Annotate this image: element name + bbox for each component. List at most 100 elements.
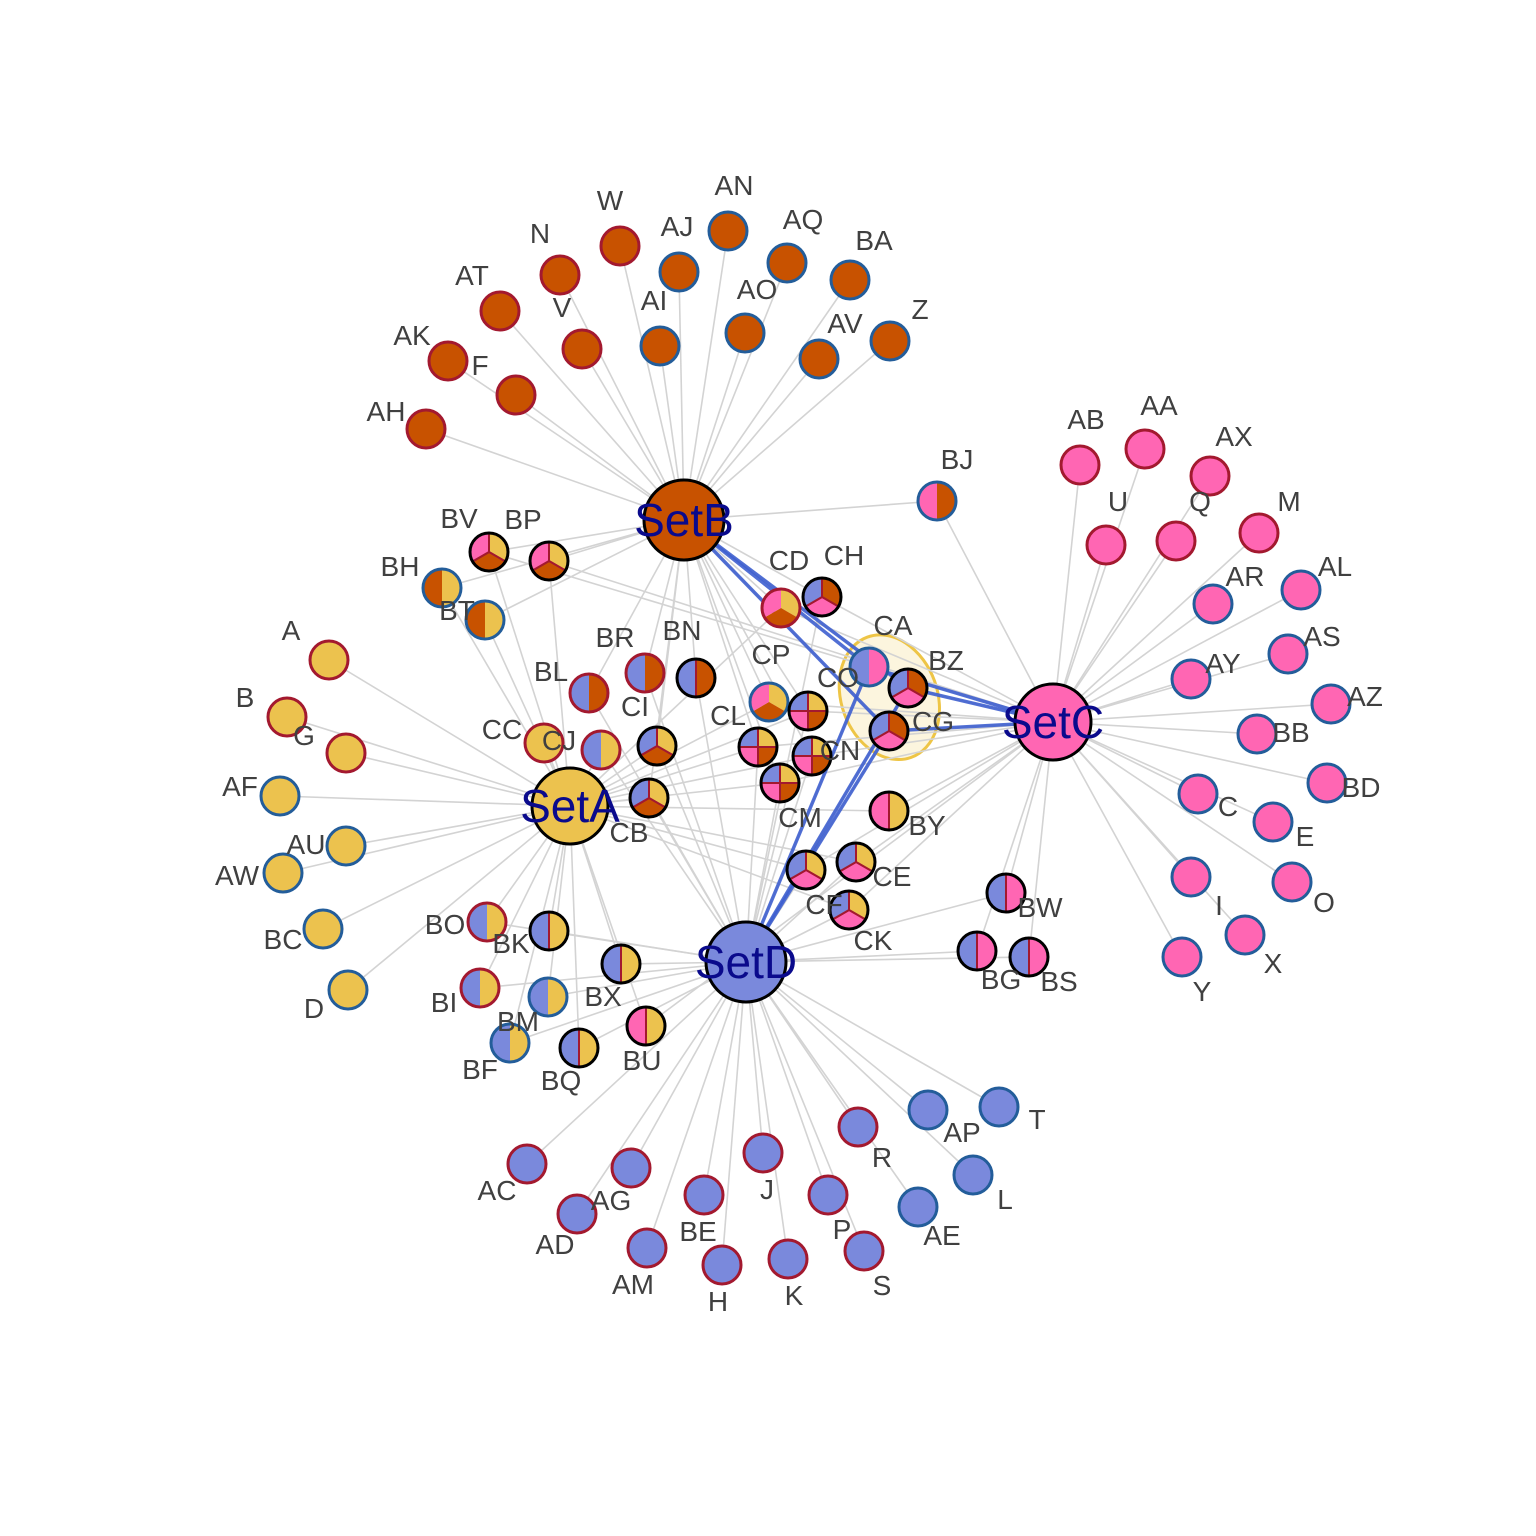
node-BE[interactable] — [685, 1176, 723, 1214]
node-O[interactable] — [1273, 863, 1311, 901]
node-D[interactable] — [329, 971, 367, 1009]
node-K[interactable] — [769, 1240, 807, 1278]
node-AF[interactable] — [261, 777, 299, 815]
node-BI[interactable] — [461, 969, 499, 1007]
node-BQ[interactable] — [560, 1029, 598, 1067]
node-U[interactable] — [1087, 526, 1125, 564]
node-AT[interactable] — [481, 292, 519, 330]
node-label-BE: BE — [679, 1216, 716, 1247]
node-label-AG: AG — [591, 1185, 631, 1216]
node-AY[interactable] — [1172, 660, 1210, 698]
node-CI[interactable] — [638, 727, 676, 765]
node-BP[interactable] — [530, 542, 568, 580]
node-AM[interactable] — [628, 1229, 666, 1267]
node-H[interactable] — [703, 1246, 741, 1284]
node-CJ[interactable] — [582, 731, 620, 769]
node-J[interactable] — [744, 1134, 782, 1172]
node-AN[interactable] — [709, 212, 747, 250]
node-AO[interactable] — [726, 314, 764, 352]
node-label-Y: Y — [1193, 976, 1212, 1007]
node-N[interactable] — [541, 256, 579, 294]
node-AU[interactable] — [327, 827, 365, 865]
node-BR[interactable] — [626, 654, 664, 692]
node-C[interactable] — [1179, 775, 1217, 813]
node-F[interactable] — [497, 376, 535, 414]
node-BI-slice-SetA — [480, 969, 499, 1007]
node-T[interactable] — [980, 1088, 1018, 1126]
node-AA[interactable] — [1126, 430, 1164, 468]
node-BK[interactable] — [530, 912, 568, 950]
node-CD[interactable] — [762, 589, 800, 627]
node-BC[interactable] — [304, 910, 342, 948]
node-label-BC: BC — [264, 924, 303, 955]
node-CM[interactable] — [761, 764, 799, 802]
node-AV[interactable] — [800, 340, 838, 378]
node-W[interactable] — [601, 227, 639, 265]
node-label-AI: AI — [641, 285, 667, 316]
node-AP[interactable] — [909, 1091, 947, 1129]
node-BX[interactable] — [602, 945, 640, 983]
node-CP[interactable] — [750, 683, 788, 721]
node-label-AS: AS — [1303, 621, 1340, 652]
node-BR-slice-SetD — [626, 654, 645, 692]
node-label-CI: CI — [621, 691, 649, 722]
node-CF[interactable] — [787, 851, 825, 889]
node-label-V: V — [553, 292, 572, 323]
node-BN[interactable] — [677, 659, 715, 697]
node-CO[interactable] — [789, 692, 827, 730]
node-P[interactable] — [809, 1176, 847, 1214]
node-label-CF: CF — [805, 889, 842, 920]
node-BY-slice-SetC — [870, 792, 889, 830]
node-CB[interactable] — [630, 779, 668, 817]
node-Z[interactable] — [871, 322, 909, 360]
edge-S-SetD — [746, 962, 864, 1251]
node-BL[interactable] — [570, 674, 608, 712]
node-CH[interactable] — [803, 578, 841, 616]
node-AB[interactable] — [1061, 446, 1099, 484]
node-I[interactable] — [1172, 858, 1210, 896]
node-label-BQ: BQ — [541, 1065, 581, 1096]
node-BY[interactable] — [870, 792, 908, 830]
node-V[interactable] — [563, 330, 601, 368]
node-BV[interactable] — [470, 533, 508, 571]
node-BZ[interactable] — [889, 669, 927, 707]
node-Q[interactable] — [1157, 522, 1195, 560]
node-CG[interactable] — [870, 712, 908, 750]
node-label-AF: AF — [222, 771, 258, 802]
node-label-AH: AH — [367, 396, 406, 427]
node-CL[interactable] — [739, 728, 777, 766]
node-BY-slice-SetA — [889, 792, 908, 830]
node-label-AX: AX — [1215, 421, 1253, 452]
node-M[interactable] — [1240, 514, 1278, 552]
node-R[interactable] — [839, 1108, 877, 1146]
set-node-SetA[interactable]: SetA — [520, 768, 620, 844]
node-AL[interactable] — [1282, 571, 1320, 609]
node-BL-slice-SetB — [589, 674, 608, 712]
node-BD[interactable] — [1308, 764, 1346, 802]
node-label-AA: AA — [1140, 390, 1178, 421]
node-BU[interactable] — [627, 1007, 665, 1045]
node-Y[interactable] — [1163, 938, 1201, 976]
node-L[interactable] — [954, 1156, 992, 1194]
node-AG[interactable] — [612, 1149, 650, 1187]
set-node-SetD[interactable]: SetD — [695, 922, 797, 1002]
node-AH[interactable] — [407, 410, 445, 448]
node-label-N: N — [530, 218, 550, 249]
node-BA[interactable] — [831, 261, 869, 299]
node-BX-slice-SetA — [621, 945, 640, 983]
node-AI[interactable] — [641, 327, 679, 365]
node-label-S: S — [873, 1270, 892, 1301]
node-CE[interactable] — [837, 843, 875, 881]
node-BB[interactable] — [1238, 715, 1276, 753]
node-BJ[interactable] — [918, 482, 956, 520]
node-G[interactable] — [327, 734, 365, 772]
node-AZ[interactable] — [1312, 685, 1350, 723]
node-A[interactable] — [310, 641, 348, 679]
node-AK[interactable] — [429, 342, 467, 380]
node-E[interactable] — [1254, 803, 1292, 841]
node-AS[interactable] — [1269, 635, 1307, 673]
node-label-E: E — [1296, 821, 1315, 852]
node-X[interactable] — [1226, 916, 1264, 954]
node-label-BU: BU — [623, 1045, 662, 1076]
node-BJ-slice-SetC — [918, 482, 937, 520]
